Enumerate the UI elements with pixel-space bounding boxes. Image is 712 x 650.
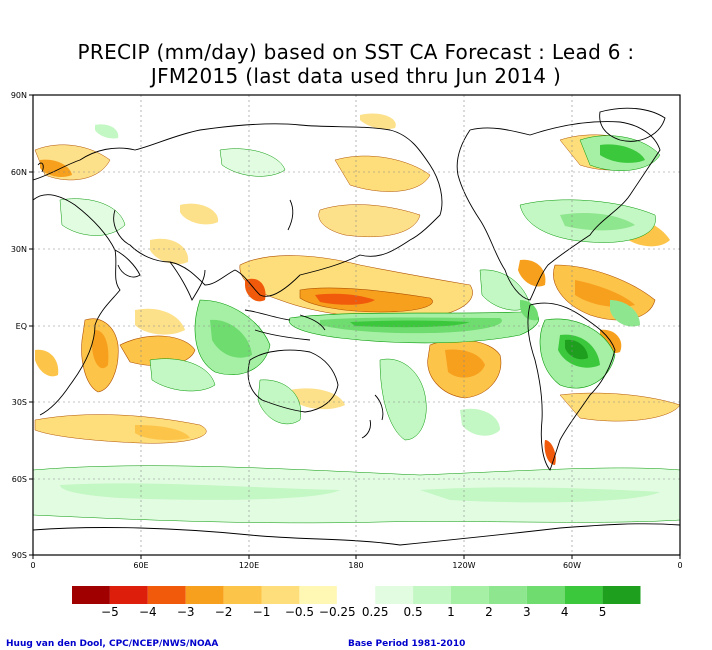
legend-label: −4 (139, 605, 157, 619)
legend-swatch (413, 586, 451, 604)
legend-swatch (109, 586, 148, 604)
graticule (33, 95, 680, 555)
lon-label-120w: 120W (452, 561, 475, 570)
japan-coastline (287, 199, 294, 231)
legend-label: 0.5 (404, 605, 423, 619)
legend-label: −0.25 (319, 605, 356, 619)
legend-label: 5 (599, 605, 607, 619)
dry-anomaly-regions (34, 113, 680, 465)
lon-label-0-east: 0 (677, 561, 682, 570)
legend-swatch (147, 586, 186, 604)
legend-swatch (261, 586, 300, 604)
legend-label: 1 (447, 605, 455, 619)
legend-label: −1 (253, 605, 271, 619)
map-title-line2: JFM2015 (last data used thru Jun 2014 ) (150, 64, 562, 88)
lon-label-0: 0 (30, 561, 35, 570)
new-zealand-coastline (361, 394, 384, 439)
legend-swatch (336, 585, 376, 605)
lon-label-60e: 60E (133, 561, 148, 570)
credit-author: Huug van den Dool, CPC/NCEP/NWS/NOAA (6, 639, 219, 649)
legend-swatch (564, 586, 603, 604)
legend-label: 0.25 (362, 605, 389, 619)
lon-label-120e: 120E (239, 561, 259, 570)
coastlines (33, 107, 680, 546)
legend-label: −3 (177, 605, 195, 619)
africa-coastline (33, 194, 121, 416)
lat-label-eq: EQ (16, 322, 27, 331)
latitude-labels: 90N 60N 30N EQ 30S 60S 90S (11, 91, 27, 560)
legend-swatch (223, 586, 262, 604)
legend-swatch (451, 586, 489, 604)
wet-anomaly-regions (33, 124, 680, 524)
longitude-labels: 0 60E 120E 180 120W 60W 0 (30, 561, 682, 570)
legend-label: −5 (101, 605, 119, 619)
lat-label-90s: 90S (12, 551, 27, 560)
tick-marks (29, 94, 681, 559)
lat-label-30n: 30N (11, 245, 27, 254)
legend-swatch (602, 586, 641, 604)
uk-coastline (37, 162, 44, 173)
legend-swatch (299, 586, 338, 604)
india-coastline (169, 261, 206, 302)
north-america-coastline (456, 121, 661, 301)
legend-swatch (488, 586, 527, 604)
arabia-coastline (114, 249, 141, 278)
south-america-coastline (527, 302, 616, 471)
lat-label-60s: 60S (12, 475, 27, 484)
legend-label: 3 (523, 605, 531, 619)
lat-label-30s: 30S (12, 398, 27, 407)
greenland-coastline (599, 107, 666, 142)
lat-label-90n: 90N (11, 91, 27, 100)
legend-label: −2 (215, 605, 233, 619)
legend-swatch (185, 586, 224, 604)
legend-swatch (526, 586, 565, 604)
lat-label-60n: 60N (11, 168, 27, 177)
australia-coastline (247, 349, 339, 413)
credit-base-period: Base Period 1981-2010 (348, 639, 466, 649)
legend-label: 2 (485, 605, 493, 619)
legend-colorbar (72, 585, 641, 605)
lon-label-180: 180 (348, 561, 363, 570)
antarctica-coastline (33, 523, 680, 546)
lon-label-60w: 60W (563, 561, 581, 570)
legend-swatch (375, 586, 414, 604)
map-title-line1: PRECIP (mm/day) based on SST CA Forecast… (77, 40, 635, 64)
legend-labels: −5 −4 −3 −2 −1 −0.5 −0.25 0.25 0.5 1 2 3 4 5 (101, 605, 606, 619)
legend-swatch (72, 586, 110, 604)
eurasia-coastline (33, 123, 443, 297)
precip-anomaly-field (33, 113, 680, 524)
legend-label: −0.5 (285, 605, 314, 619)
legend-label: 4 (561, 605, 569, 619)
